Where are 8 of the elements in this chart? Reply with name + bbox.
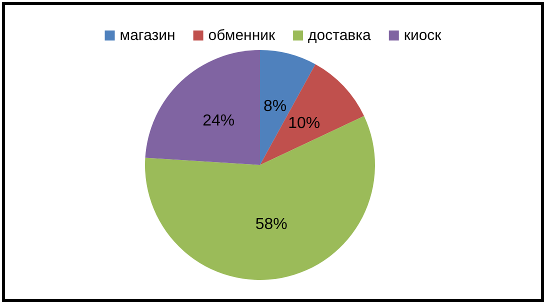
legend-label: доставка	[308, 27, 372, 44]
data-label: 58%	[255, 216, 288, 233]
data-label: 8%	[263, 98, 287, 115]
data-label: 10%	[288, 115, 320, 132]
legend-label: киоск	[404, 27, 442, 44]
legend-label: обменник	[208, 27, 276, 44]
data-label: 24%	[202, 112, 235, 130]
legend-label: магазин	[120, 27, 176, 44]
